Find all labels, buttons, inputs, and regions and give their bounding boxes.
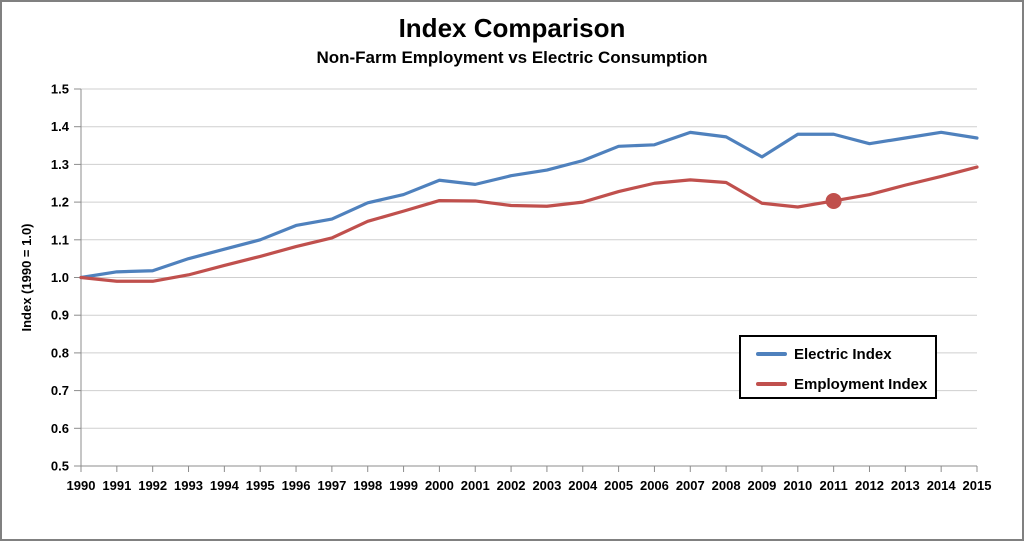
legend: Electric Index Employment Index <box>739 335 937 399</box>
legend-item-electric-index: Electric Index <box>756 344 892 364</box>
chart-title: Index Comparison <box>398 13 626 43</box>
y-tick-label: 1.1 <box>51 232 69 247</box>
x-tick-label: 2015 <box>963 478 992 493</box>
x-tick-label: 2005 <box>604 478 633 493</box>
legend-label-employment-index: Employment Index <box>794 375 928 393</box>
x-tick-label: 1995 <box>246 478 275 493</box>
legend-item-employment-index: Employment Index <box>756 374 927 394</box>
x-tick-label: 2002 <box>497 478 526 493</box>
y-tick-label: 0.9 <box>51 308 69 323</box>
x-tick-label: 2003 <box>532 478 561 493</box>
electric-index-line-swatch <box>756 352 787 356</box>
y-tick-label: 1.2 <box>51 195 69 210</box>
x-tick-label: 1990 <box>67 478 96 493</box>
electric-index-line <box>79 130 979 280</box>
chart-subtitle: Non-Farm Employment vs Electric Consumpt… <box>316 48 708 67</box>
x-tick-label: 1998 <box>353 478 382 493</box>
x-tick-label: 1996 <box>282 478 311 493</box>
x-tick-label: 2000 <box>425 478 454 493</box>
x-tick-label: 1994 <box>210 478 240 493</box>
x-tick-label: 2009 <box>747 478 776 493</box>
x-tick-label: 2007 <box>676 478 705 493</box>
y-tick-label: 1.0 <box>51 270 69 285</box>
y-tick-label: 0.5 <box>51 459 69 474</box>
x-tick-label: 2008 <box>712 478 741 493</box>
y-tick-label: 0.8 <box>51 345 69 360</box>
employment-index-line <box>79 165 979 283</box>
x-tick-label: 1997 <box>317 478 346 493</box>
x-tick-label: 1992 <box>138 478 167 493</box>
x-tick-label: 2006 <box>640 478 669 493</box>
x-tick-label: 1999 <box>389 478 418 493</box>
x-tick-label: 1993 <box>174 478 203 493</box>
x-tick-label: 2014 <box>927 478 957 493</box>
x-tick-label: 2013 <box>891 478 920 493</box>
y-tick-label: 0.6 <box>51 421 69 436</box>
x-tick-label: 2001 <box>461 478 490 493</box>
x-tick-label: 2012 <box>855 478 884 493</box>
y-tick-label: 1.5 <box>51 82 69 97</box>
y-tick-label: 1.4 <box>51 119 70 134</box>
legend-label-electric-index: Electric Index <box>794 345 892 363</box>
y-tick-label: 0.7 <box>51 383 69 398</box>
x-tick-label: 2011 <box>820 478 848 493</box>
x-tick-label: 2010 <box>783 478 812 493</box>
employment-index-line-swatch <box>756 382 787 386</box>
x-tick-label: 1991 <box>102 478 131 493</box>
x-tick-label: 2004 <box>568 478 598 493</box>
employment-index-marker-2011 <box>825 192 842 209</box>
y-axis-title: Index (1990 = 1.0) <box>19 223 34 331</box>
y-tick-label: 1.3 <box>51 157 69 172</box>
